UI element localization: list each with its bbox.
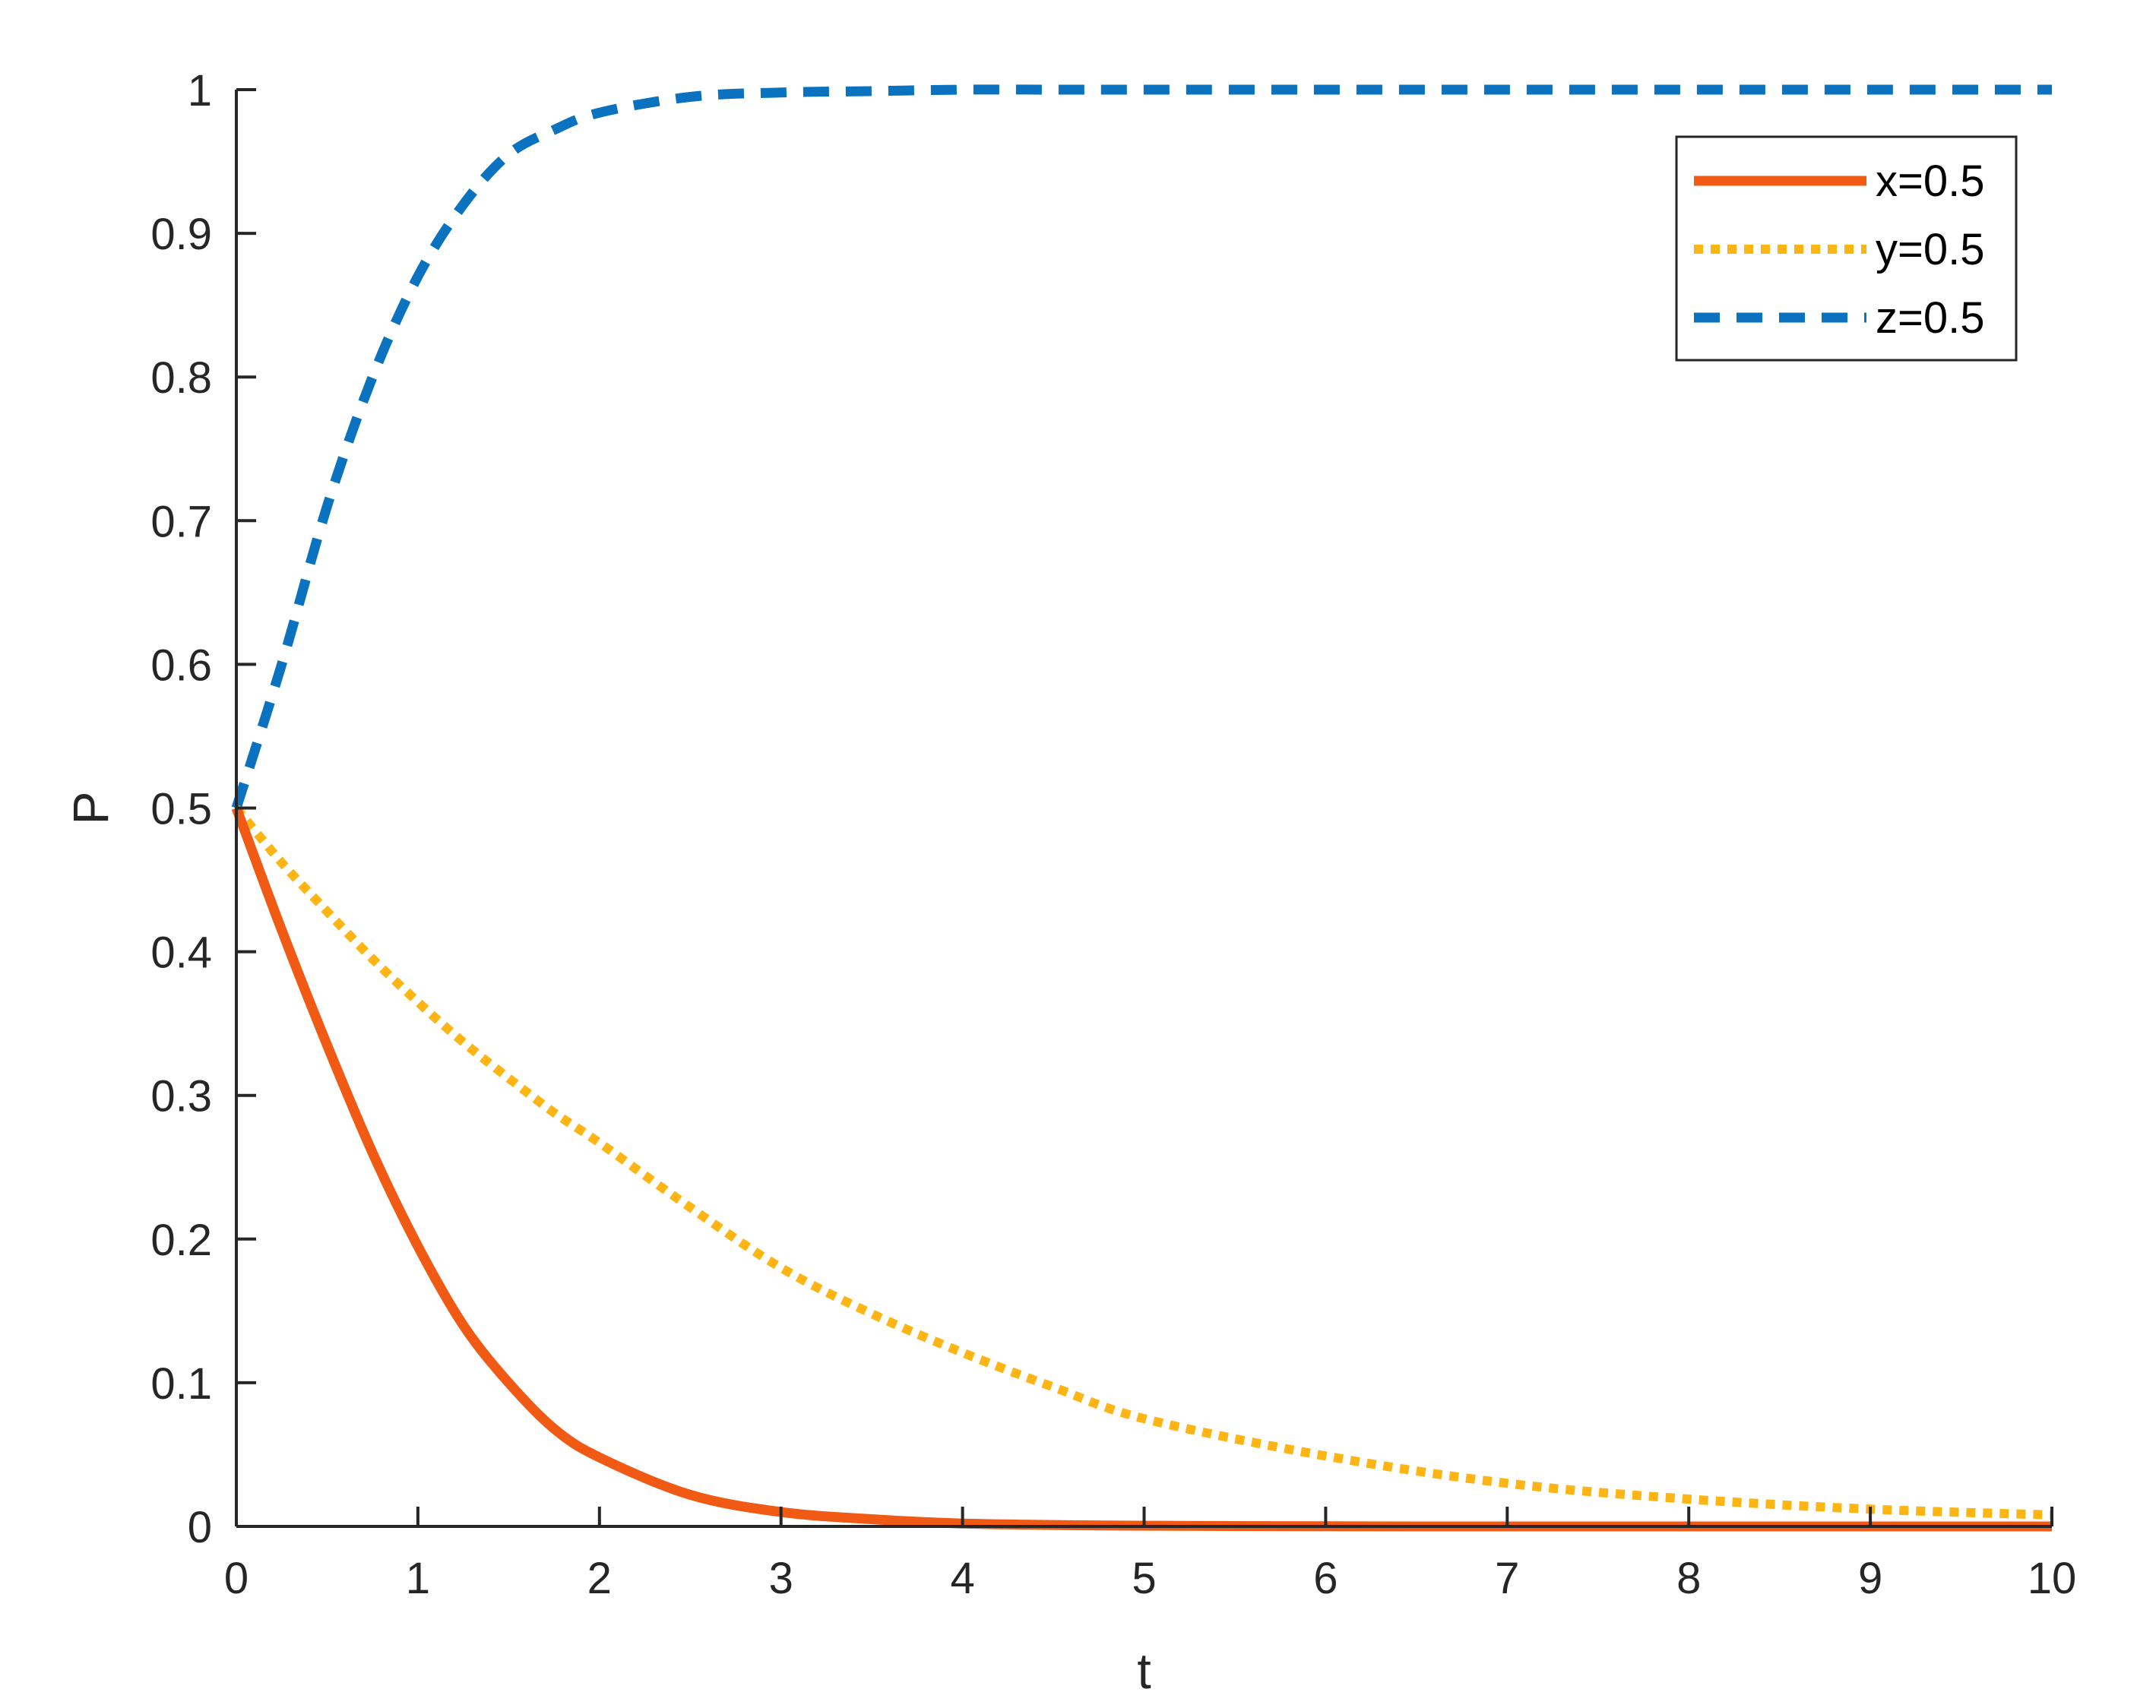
y-tick-label: 0.7 — [150, 497, 212, 546]
y-tick-label: 1 — [188, 66, 212, 115]
ticks: 0 1 2 3 4 5 6 7 8 9 10 0 0.1 0.2 0.3 0.4 0.5 0.6 0.7 0.8 0.9… — [150, 66, 2076, 1603]
x-tick-label: 8 — [1676, 1554, 1701, 1603]
x-tick-label: 3 — [769, 1554, 793, 1603]
x-tick-label: 2 — [587, 1554, 612, 1603]
legend: x=0.5 y=0.5 z=0.5 — [1675, 135, 2018, 362]
y-tick-label: 0 — [188, 1503, 212, 1552]
y-tick-label: 0.4 — [150, 928, 212, 978]
x-tick-label: 1 — [406, 1554, 430, 1603]
legend-label: y=0.5 — [1876, 225, 1985, 274]
x-axis-label: t — [1137, 1643, 1151, 1699]
y-tick-label: 0.2 — [150, 1216, 212, 1265]
y-tick-label: 0.9 — [150, 210, 212, 259]
y-tick-label: 0.8 — [150, 353, 212, 403]
x-tick-label: 10 — [2028, 1554, 2077, 1603]
series-line-y=0.5 — [233, 805, 2053, 1520]
y-tick-label: 0.6 — [150, 640, 212, 690]
x-tick-label: 6 — [1313, 1554, 1338, 1603]
y-tick-label: 0.1 — [150, 1359, 212, 1409]
y-tick-label: 0.3 — [150, 1072, 212, 1121]
x-tick-label: 5 — [1132, 1554, 1156, 1603]
x-tick-label: 7 — [1495, 1554, 1519, 1603]
x-tick-label: 0 — [224, 1554, 249, 1603]
y-tick-label: 0.5 — [150, 785, 212, 834]
series-line-z=0.5 — [231, 84, 2052, 810]
x-tick-label: 9 — [1858, 1554, 1882, 1603]
y-axis-label: P — [62, 791, 119, 824]
legend-label: x=0.5 — [1876, 157, 1985, 206]
x-tick-label: 4 — [950, 1554, 974, 1603]
legend-label: z=0.5 — [1876, 293, 1985, 343]
